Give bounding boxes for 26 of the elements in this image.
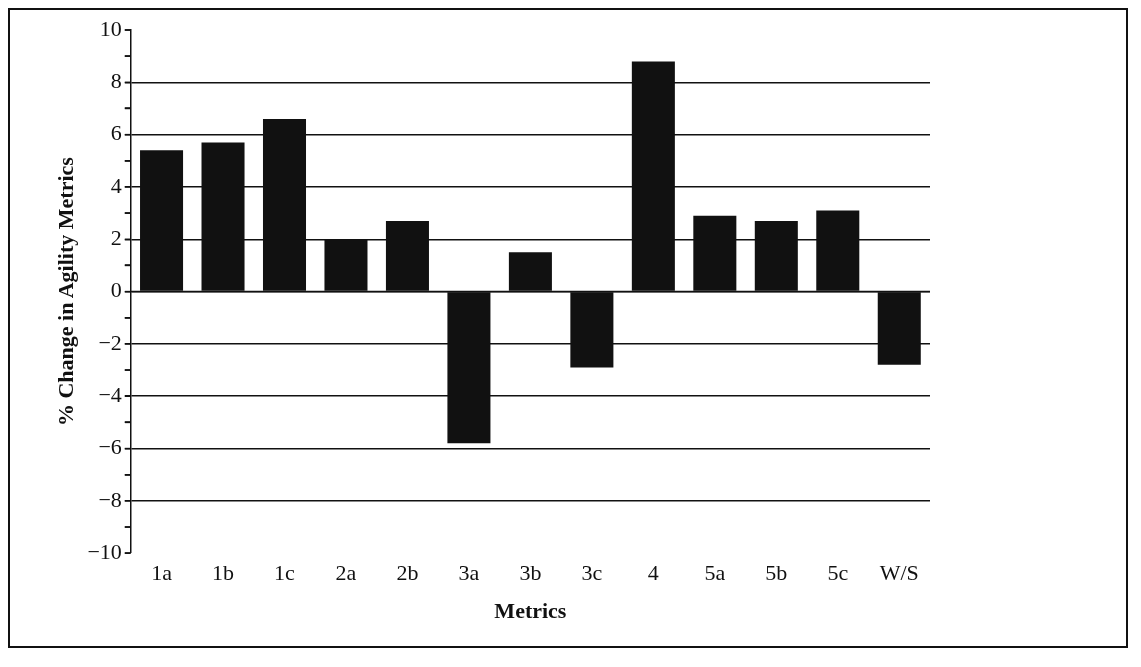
x-tick-label: 2a	[335, 560, 357, 586]
y-tick-label: 4	[110, 172, 122, 198]
x-tick-label: 3b	[519, 560, 542, 586]
y-tick-label: −6	[98, 434, 122, 460]
y-tick-label: −4	[98, 382, 122, 408]
x-tick-label: 2b	[396, 560, 419, 586]
y-tick-label: −10	[87, 538, 122, 564]
y-tick-label: 0	[110, 277, 122, 303]
y-tick-label: −8	[98, 486, 122, 512]
y-tick-label: −2	[98, 329, 122, 355]
x-tick-label: 5b	[765, 560, 788, 586]
x-tick-label: 5c	[827, 560, 849, 586]
x-tick-label: 5a	[704, 560, 726, 586]
x-tick-label: 1a	[151, 560, 173, 586]
x-tick-label: 1b	[212, 560, 235, 586]
x-tick-label: 3c	[581, 560, 603, 586]
x-tick-label: 1c	[274, 560, 296, 586]
x-tick-label: 4	[647, 560, 659, 586]
y-tick-label: 6	[110, 120, 122, 146]
x-axis-title: Metrics	[494, 598, 567, 624]
x-tick-label: W/S	[879, 560, 919, 586]
y-tick-label: 8	[110, 68, 122, 94]
y-tick-label: 2	[110, 225, 122, 251]
x-tick-label: 3a	[458, 560, 480, 586]
y-axis-title: % Change in Agility Metrics	[52, 156, 78, 427]
y-tick-label: 10	[99, 15, 122, 41]
